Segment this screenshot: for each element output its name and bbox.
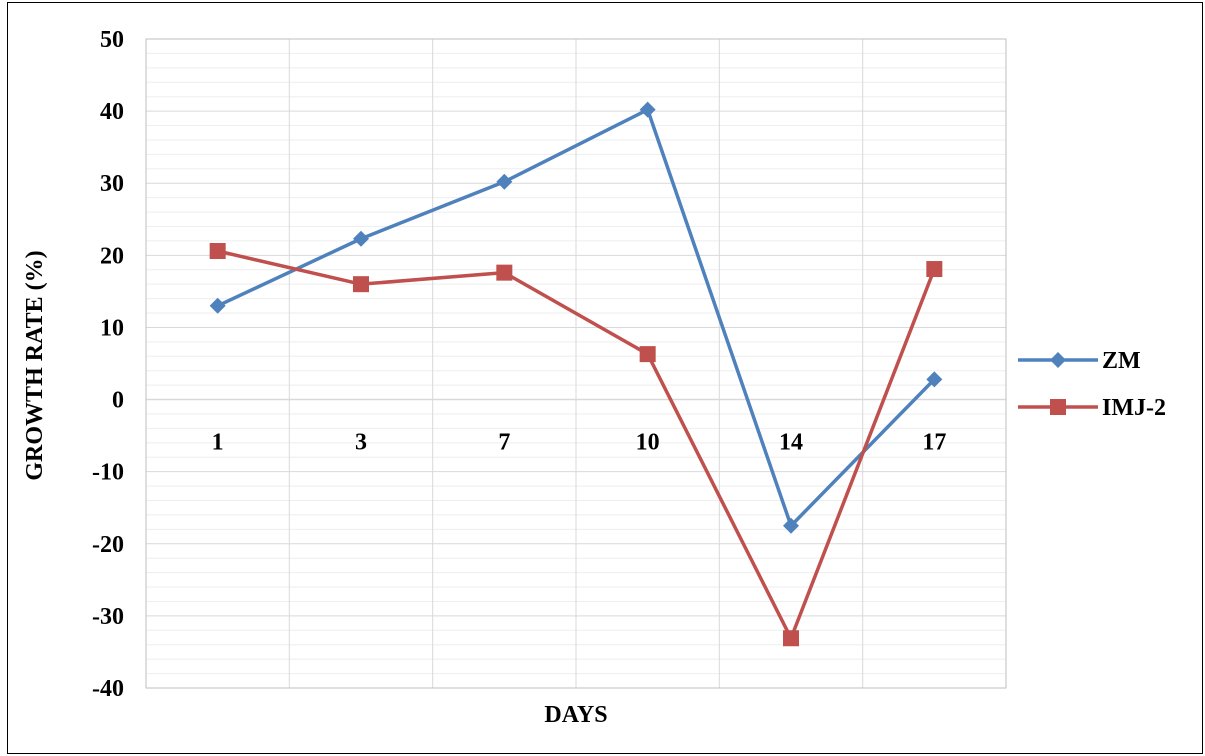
x-category-label: 10 — [636, 430, 660, 456]
y-tick-label: 0 — [112, 388, 124, 414]
y-tick-label: 40 — [100, 99, 124, 125]
legend: ZM IMJ-2 — [1018, 348, 1166, 421]
data-point-square — [209, 243, 226, 260]
series-imj-2 — [209, 243, 943, 647]
x-category-label: 14 — [779, 430, 803, 456]
data-point-square — [783, 630, 799, 647]
y-tick-label: -20 — [92, 532, 124, 558]
chart-frame — [7, 2, 1203, 754]
data-point-diamond — [639, 101, 656, 118]
x-category-label: 17 — [922, 430, 946, 456]
data-point-diamond — [926, 371, 943, 388]
major-gridlines — [146, 38, 1006, 689]
legend-item: IMJ-2 — [1018, 395, 1166, 421]
y-tick-label: 10 — [100, 315, 124, 341]
data-point-diamond — [783, 517, 799, 534]
y-tick-label: 50 — [100, 27, 124, 53]
x-category-label: 3 — [355, 430, 367, 456]
x-axis-title: DAYS — [544, 702, 607, 728]
y-tick-label: 30 — [100, 171, 124, 197]
legend-marker-diamond — [1050, 352, 1066, 368]
y-tick-label: -40 — [92, 676, 124, 702]
data-series — [209, 101, 943, 647]
x-category-label: 1 — [212, 430, 224, 456]
series-line — [216, 107, 936, 528]
y-tick-label: -10 — [92, 460, 124, 486]
data-point-square — [496, 264, 513, 281]
y-axis-tick-labels: -40 -30 -20 -10 0 10 20 30 40 50 — [92, 27, 124, 702]
y-axis-title: GROWTH RATE (%) — [22, 250, 48, 480]
y-tick-label: 20 — [100, 243, 124, 269]
data-point-square — [353, 276, 369, 293]
plot-area-border — [145, 38, 1007, 689]
legend-marker-square — [1050, 399, 1066, 415]
data-point-square — [926, 261, 943, 278]
series-line — [217, 249, 936, 640]
data-point-diamond — [209, 297, 226, 314]
legend-label: ZM — [1102, 348, 1141, 374]
legend-label: IMJ-2 — [1102, 395, 1166, 421]
data-point-diamond — [496, 173, 513, 190]
data-point-square — [639, 346, 656, 363]
y-tick-label: -30 — [92, 604, 124, 630]
x-axis-category-labels: 1 3 7 10 14 17 — [212, 430, 947, 456]
x-category-label: 7 — [498, 430, 510, 456]
legend-item: ZM — [1018, 348, 1141, 374]
series-zm — [209, 101, 943, 534]
data-point-diamond — [353, 230, 369, 247]
